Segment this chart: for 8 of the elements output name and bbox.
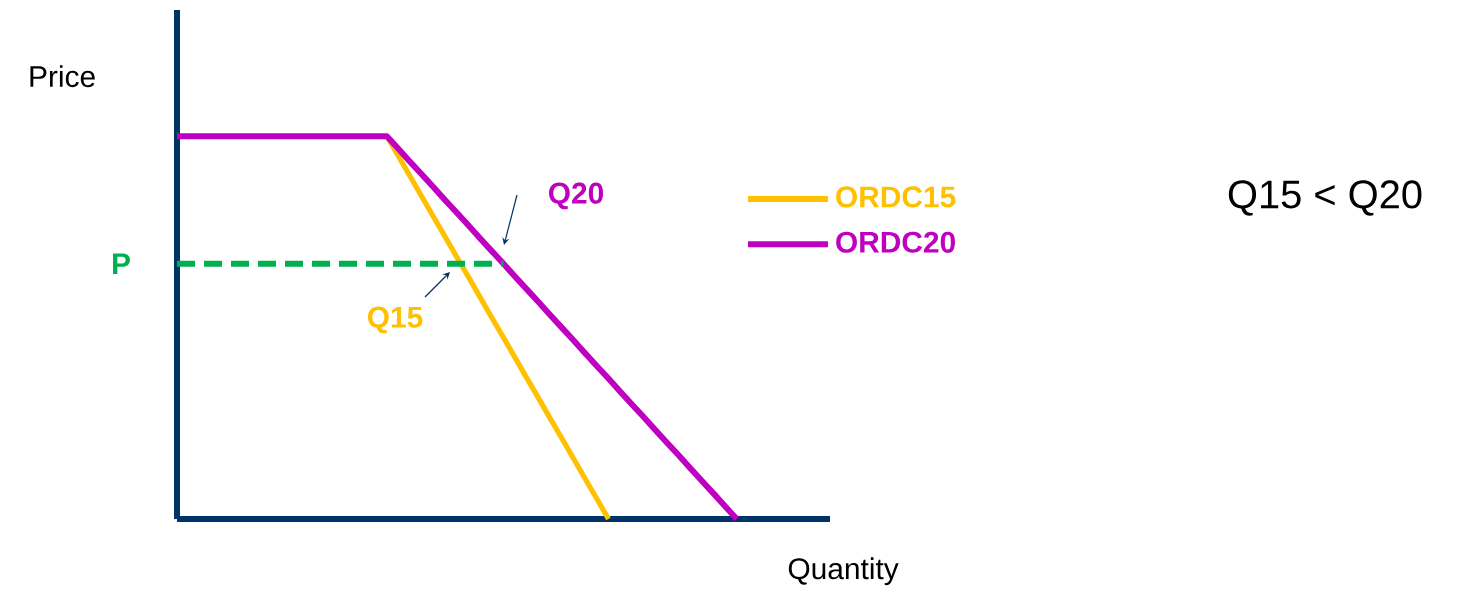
series-label: P [113, 253, 130, 275]
x-axis-title: Quantity [788, 557, 899, 586]
legend-label: ORDC20 [836, 231, 955, 253]
legend-label: ORDC15 [836, 186, 956, 208]
annotation: Q20 [548, 182, 604, 210]
y-axis-title: Price [30, 65, 95, 88]
annotation: Q15 [367, 306, 423, 334]
text: Q15 < Q20 [1228, 180, 1422, 216]
